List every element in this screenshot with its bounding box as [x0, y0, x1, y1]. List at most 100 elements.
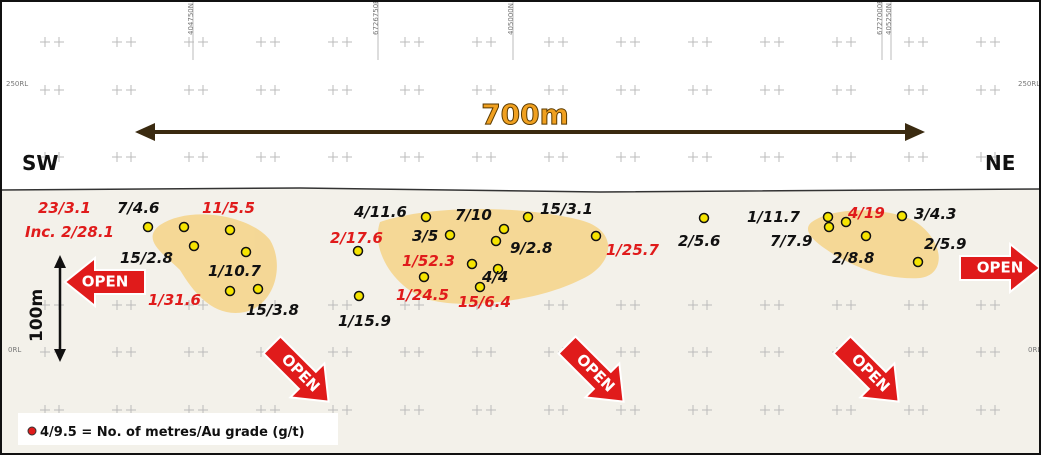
- grid-cross: [774, 152, 784, 162]
- intercept-label: 7/10: [455, 206, 492, 224]
- drill-hole: [188, 240, 200, 252]
- grid-cross: [400, 300, 410, 310]
- intercept-label: 2/8.8: [832, 249, 875, 267]
- open-arrow: OPEN: [557, 335, 625, 403]
- grid-cross: [184, 300, 194, 310]
- open-label: OPEN: [82, 273, 129, 291]
- grid-cross: [472, 152, 482, 162]
- grid-cross: [832, 37, 842, 47]
- intercept-label: 1/24.5: [396, 286, 449, 304]
- grid-cross: [918, 85, 928, 95]
- grid-cross: [198, 152, 208, 162]
- level-label: 250RL: [1018, 80, 1040, 88]
- grid-cross: [40, 37, 50, 47]
- grid-cross: [112, 347, 122, 357]
- grid-label: 405000N: [507, 3, 515, 35]
- grid-cross: [40, 347, 50, 357]
- grid-cross: [616, 347, 626, 357]
- grid-cross: [630, 300, 640, 310]
- direction-label: SW: [22, 151, 58, 175]
- grid-cross: [990, 152, 1000, 162]
- drill-hole: [252, 283, 264, 295]
- intercept-label: 4/19: [847, 204, 885, 222]
- grid-cross: [616, 405, 626, 415]
- intercept-label: 15/3.1: [540, 200, 593, 218]
- grid-cross: [760, 347, 770, 357]
- grid-cross: [472, 347, 482, 357]
- grid-cross: [904, 85, 914, 95]
- grid-cross: [342, 37, 352, 47]
- grid-cross: [198, 347, 208, 357]
- intercept-label: 15/6.4: [458, 293, 511, 311]
- grid-cross: [688, 152, 698, 162]
- length-arrow: [135, 123, 925, 141]
- grid-cross: [270, 85, 280, 95]
- grid-cross: [40, 85, 50, 95]
- grid-cross: [112, 152, 122, 162]
- grid-cross: [774, 85, 784, 95]
- intercept-label: 3/5: [412, 227, 438, 245]
- drill-hole: [142, 221, 154, 233]
- intercept-label: 2/5.6: [678, 232, 721, 250]
- ore-zones: [152, 208, 939, 313]
- ore-zone: [152, 214, 277, 313]
- grid-cross: [832, 405, 842, 415]
- grid-cross: [976, 85, 986, 95]
- grid-cross: [112, 37, 122, 47]
- grid-cross: [342, 300, 352, 310]
- grid-cross: [54, 37, 64, 47]
- grid-cross: [774, 347, 784, 357]
- grid-cross: [832, 85, 842, 95]
- intercept-label: 1/11.7: [747, 208, 800, 226]
- intercept-label: 23/3.1: [38, 199, 91, 217]
- arrow-shape: [832, 335, 900, 403]
- grid-cross: [990, 37, 1000, 47]
- drill-hole: [522, 211, 534, 223]
- intercept-label: 2/5.9: [924, 235, 967, 253]
- grid-cross: [990, 85, 1000, 95]
- drill-hole: [896, 210, 908, 222]
- grid-cross: [198, 85, 208, 95]
- grid-cross: [688, 347, 698, 357]
- grid-cross: [904, 405, 914, 415]
- grid-cross: [846, 37, 856, 47]
- grid-cross: [198, 37, 208, 47]
- grid-cross: [414, 37, 424, 47]
- drill-hole: [474, 281, 486, 293]
- grid-cross: [904, 37, 914, 47]
- grid-cross: [616, 300, 626, 310]
- grid-cross: [774, 37, 784, 47]
- grid-cross: [702, 152, 712, 162]
- grid-cross: [486, 152, 496, 162]
- grid-cross: [760, 85, 770, 95]
- legend-text: 4/9.5 = No. of metres/Au grade (g/t): [40, 425, 305, 440]
- grid-cross: [976, 37, 986, 47]
- drill-hole: [822, 211, 834, 223]
- intercept-label: 11/5.5: [202, 199, 255, 217]
- grid-cross: [472, 405, 482, 415]
- grid-cross: [112, 300, 122, 310]
- grid-cross: [558, 37, 568, 47]
- grid-cross: [544, 300, 554, 310]
- grid-cross: [630, 85, 640, 95]
- grid-cross: [328, 152, 338, 162]
- grid-cross: [990, 347, 1000, 357]
- level-label: 0RL: [8, 346, 21, 354]
- grid-cross: [400, 152, 410, 162]
- grid-cross: [832, 152, 842, 162]
- grid-cross: [904, 347, 914, 357]
- grid-cross: [702, 37, 712, 47]
- drill-hole: [492, 263, 504, 275]
- drill-hole: [466, 258, 478, 270]
- grid-cross: [846, 300, 856, 310]
- drill-hole: [224, 285, 236, 297]
- level-label: 250RL: [6, 80, 28, 88]
- grid-cross: [918, 152, 928, 162]
- grid-cross: [630, 347, 640, 357]
- grid-cross: [400, 347, 410, 357]
- grid-cross: [544, 152, 554, 162]
- grid-cross: [630, 405, 640, 415]
- grid-cross: [184, 85, 194, 95]
- intercept-label: 7/7.9: [770, 232, 813, 250]
- grid-cross: [328, 347, 338, 357]
